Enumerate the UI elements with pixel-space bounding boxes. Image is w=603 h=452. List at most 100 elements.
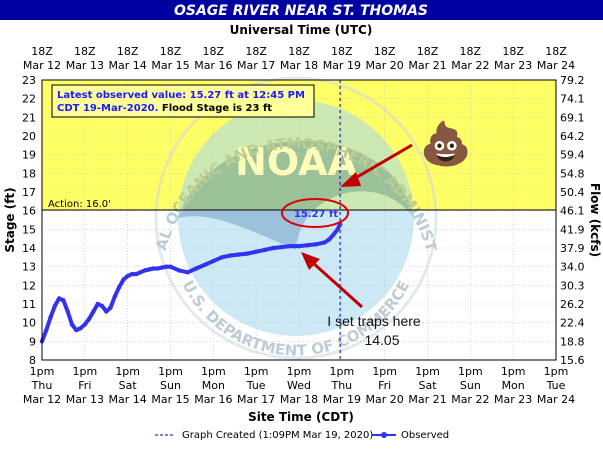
top-tick-time-3: 18Z <box>160 45 182 58</box>
bottom-tick-day-1: Fri <box>78 379 91 392</box>
series-point-18 <box>116 285 122 290</box>
top-tick-date-2: Mar 14 <box>109 59 147 72</box>
series-point-12 <box>91 309 96 314</box>
series-point-13 <box>95 301 100 307</box>
bottom-tick-date-3: Mar 15 <box>151 393 189 406</box>
top-tick-time-0: 18Z <box>31 45 53 58</box>
noaa-logo-bird <box>178 140 414 250</box>
top-tick-date-7: Mar 19 <box>323 59 361 72</box>
top-tick-date-12: Mar 24 <box>537 59 575 72</box>
poop-emoji-glyph: 💩 <box>420 119 472 168</box>
top-tick-date-0: Mar 12 <box>23 59 61 72</box>
series-point-27 <box>155 266 160 271</box>
y-tick-label-7: 15 <box>22 223 36 236</box>
series-point-21 <box>129 271 135 277</box>
y2-tick-label-10: 54.8 <box>560 167 585 180</box>
series-point-11 <box>86 316 92 322</box>
bottom-tick-date-5: Mar 17 <box>237 393 275 406</box>
y2-tick-label-13: 69.1 <box>560 111 585 124</box>
top-tick-time-1: 18Z <box>74 45 96 58</box>
y-tick-label-13: 21 <box>22 111 36 124</box>
series-point-16 <box>108 305 113 310</box>
arrow-lower <box>310 260 364 309</box>
bottom-tick-time-3: 1pm <box>158 365 183 378</box>
bottom-tick-date-12: Mar 24 <box>537 393 575 406</box>
bottom-tick-day-7: Thu <box>330 379 352 392</box>
bottom-tick-time-6: 1pm <box>287 365 312 378</box>
series-point-24 <box>142 268 147 273</box>
y2-axis-title: Flow (kcfs) <box>588 183 602 257</box>
top-axis-title: Universal Time (UTC) <box>230 23 373 37</box>
series-point-40 <box>254 249 259 254</box>
y2-tick-label-1: 18.8 <box>560 335 585 348</box>
legend-observed-marker <box>381 432 387 438</box>
top-tick-time-7: 18Z <box>331 45 353 58</box>
y-tick-label-10: 18 <box>22 167 36 180</box>
y2-tick-label-7: 41.9 <box>560 223 585 236</box>
series-point-7 <box>69 322 75 327</box>
observed-series <box>39 222 343 344</box>
series-point-10 <box>82 322 88 327</box>
series-point-34 <box>202 262 207 267</box>
bottom-tick-time-0: 1pm <box>30 365 55 378</box>
series-point-41 <box>262 247 267 253</box>
title-bar <box>0 0 603 20</box>
series-point-4 <box>56 296 62 301</box>
y2-tick-label-2: 22.4 <box>560 317 585 330</box>
bottom-tick-day-11: Mon <box>502 379 525 392</box>
series-point-23 <box>138 270 143 275</box>
series-point-46 <box>305 243 310 248</box>
top-tick-time-8: 18Z <box>374 45 396 58</box>
bottom-tick-date-8: Mar 20 <box>366 393 404 406</box>
bottom-tick-day-6: Wed <box>287 379 311 392</box>
info-line2: CDT 19-Mar-2020. Flood Stage is 23 ft <box>57 103 272 114</box>
y2-tick-label-0: 15.6 <box>560 354 585 367</box>
y-tick-label-6: 14 <box>22 242 36 255</box>
top-tick-time-4: 18Z <box>203 45 225 58</box>
top-tick-date-9: Mar 21 <box>408 59 446 72</box>
series-point-15 <box>104 309 109 314</box>
y-tick-label-9: 17 <box>22 186 36 199</box>
plot-frame <box>41 79 557 361</box>
y2-axis: 15.6 18.8 22.4 26.2 30.3 34.0 37.9 41.9 46.1 50.4… <box>560 74 585 367</box>
y-tick-label-0: 8 <box>29 354 36 367</box>
bottom-tick-day-9: Sat <box>418 379 437 392</box>
top-tick-time-9: 18Z <box>417 45 439 58</box>
series-point-32 <box>185 270 190 275</box>
y2-tick-label-8: 46.1 <box>560 205 585 218</box>
series-point-30 <box>168 264 173 269</box>
series-point-6 <box>65 309 70 314</box>
series-point-9 <box>78 326 83 331</box>
series-point-1 <box>44 327 49 333</box>
top-tick-date-3: Mar 15 <box>151 59 189 72</box>
y-axis-title: Stage (ft) <box>3 187 17 252</box>
info-box: Latest observed value: 15.27 ft at 12:45… <box>51 84 315 118</box>
top-tick-date-8: Mar 20 <box>366 59 404 72</box>
bottom-tick-time-10: 1pm <box>458 365 483 378</box>
y-tick-label-1: 9 <box>29 335 36 348</box>
series-point-20 <box>125 273 130 279</box>
bottom-tick-date-11: Mar 23 <box>494 393 532 406</box>
info-line2-flood: Flood Stage is 23 ft <box>158 103 272 114</box>
bottom-axis-title: Site Time (CDT) <box>248 410 354 424</box>
y-tick-label-12: 20 <box>22 130 36 143</box>
top-tick-time-12: 18Z <box>545 45 567 58</box>
poop-emoji: 💩 <box>420 119 472 168</box>
y2-tick-label-4: 30.3 <box>560 279 585 292</box>
series-point-42 <box>271 245 276 251</box>
legend-observed-label: Observed <box>401 430 449 441</box>
top-tick-date-4: Mar 16 <box>194 59 232 72</box>
chart-title: OSAGE RIVER NEAR ST. THOMAS <box>174 3 428 19</box>
bottom-tick-time-2: 1pm <box>115 365 140 378</box>
series-point-33 <box>194 266 199 271</box>
bottom-tick-time-4: 1pm <box>201 365 226 378</box>
y-tick-label-4: 12 <box>22 279 36 292</box>
legend: Graph Created (1:09PM Mar 19, 2020) Obse… <box>155 430 449 441</box>
bottom-tick-day-5: Tue <box>246 379 266 392</box>
y2-tick-label-11: 59.4 <box>560 149 585 162</box>
series-point-19 <box>121 277 126 282</box>
y-tick-label-5: 13 <box>22 261 36 274</box>
